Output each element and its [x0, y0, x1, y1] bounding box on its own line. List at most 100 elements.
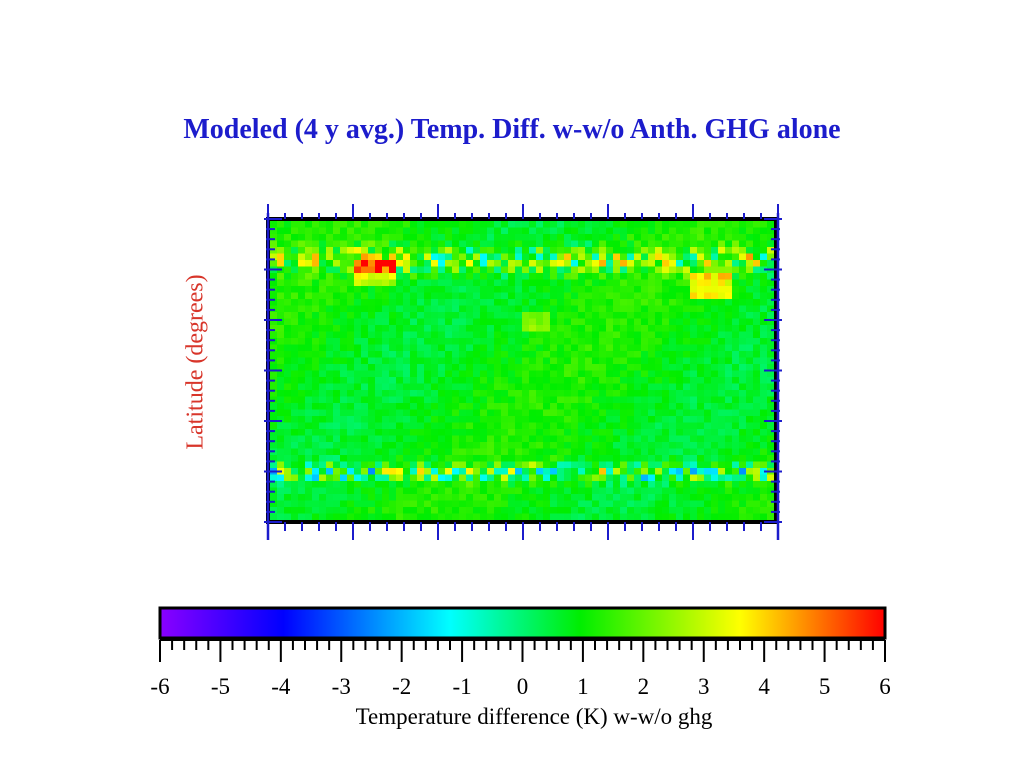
heatmap-cell: [599, 221, 607, 229]
heatmap-cell: [368, 370, 376, 378]
heatmap-cell: [284, 377, 292, 385]
heatmap-cell: [760, 240, 768, 248]
heatmap-cell: [550, 273, 558, 281]
heatmap-cell: [676, 286, 684, 294]
heatmap-cell: [494, 390, 502, 398]
heatmap-cell: [746, 435, 754, 443]
heatmap-cell: [718, 494, 726, 502]
heatmap-cell: [620, 435, 628, 443]
heatmap-cell: [690, 253, 698, 261]
heatmap-cell: [578, 507, 586, 515]
heatmap-cell: [410, 286, 418, 294]
heatmap-cell: [564, 357, 572, 365]
heatmap-cell: [312, 474, 320, 482]
heatmap-cell: [634, 221, 642, 229]
heatmap-cell: [648, 403, 656, 411]
heatmap-cell: [403, 507, 411, 515]
heatmap-cell: [739, 396, 747, 404]
heatmap-cell: [578, 416, 586, 424]
heatmap-cell: [536, 325, 544, 333]
heatmap-cell: [676, 461, 684, 469]
heatmap-cell: [718, 370, 726, 378]
heatmap-cell: [501, 513, 509, 521]
heatmap-cell: [487, 364, 495, 372]
heatmap-cell: [620, 422, 628, 430]
heatmap-cell: [277, 273, 285, 281]
heatmap-cell: [655, 234, 663, 242]
heatmap-cell: [333, 266, 341, 274]
heatmap-cell: [445, 305, 453, 313]
heatmap-cell: [284, 383, 292, 391]
heatmap-cell: [312, 494, 320, 502]
heatmap-cell: [536, 377, 544, 385]
heatmap-cell: [270, 370, 278, 378]
heatmap-cell: [354, 247, 362, 255]
heatmap-cell: [739, 331, 747, 339]
heatmap-cell: [480, 500, 488, 508]
heatmap-cell: [501, 422, 509, 430]
heatmap-cell: [767, 448, 775, 456]
heatmap-cell: [424, 396, 432, 404]
heatmap-cell: [445, 266, 453, 274]
heatmap-cell: [333, 221, 341, 229]
heatmap-cell: [340, 299, 348, 307]
heatmap-cell: [655, 227, 663, 235]
heatmap-cell: [319, 279, 327, 287]
heatmap-cell: [480, 344, 488, 352]
heatmap-cell: [508, 507, 516, 515]
heatmap-cell: [767, 234, 775, 242]
heatmap-cell: [473, 266, 481, 274]
heatmap-cell: [389, 383, 397, 391]
heatmap-cell: [718, 409, 726, 417]
heatmap-cell: [284, 461, 292, 469]
heatmap-cell: [305, 494, 313, 502]
heatmap-cell: [298, 344, 306, 352]
heatmap-cell: [620, 468, 628, 476]
heatmap-cell: [571, 227, 579, 235]
heatmap-cell: [354, 312, 362, 320]
heatmap-cell: [578, 305, 586, 313]
heatmap-cell: [683, 494, 691, 502]
heatmap-cell: [718, 474, 726, 482]
heatmap-cell: [403, 396, 411, 404]
heatmap-cell: [480, 286, 488, 294]
heatmap-cell: [662, 344, 670, 352]
heatmap-cell: [690, 286, 698, 294]
heatmap-cell: [718, 364, 726, 372]
heatmap-cell: [417, 221, 425, 229]
heatmap-cell: [606, 377, 614, 385]
heatmap-cell: [424, 331, 432, 339]
heatmap-cell: [718, 455, 726, 463]
heatmap-cell: [732, 442, 740, 450]
heatmap-cell: [613, 513, 621, 521]
heatmap-cell: [683, 364, 691, 372]
heatmap-cell: [578, 227, 586, 235]
heatmap-cell: [326, 377, 334, 385]
heatmap-cell: [340, 487, 348, 495]
heatmap-cell: [711, 286, 719, 294]
heatmap-cell: [704, 227, 712, 235]
heatmap-cell: [410, 227, 418, 235]
heatmap-cell: [312, 279, 320, 287]
heatmap-cell: [382, 266, 390, 274]
heatmap-cell: [571, 474, 579, 482]
heatmap-cell: [697, 461, 705, 469]
heatmap-cell: [683, 468, 691, 476]
heatmap-cell: [494, 227, 502, 235]
heatmap-cell: [389, 292, 397, 300]
heatmap-cell: [431, 279, 439, 287]
heatmap-cell: [291, 461, 299, 469]
heatmap-cell: [347, 494, 355, 502]
heatmap-cell: [515, 435, 523, 443]
heatmap-cell: [417, 442, 425, 450]
heatmap-cell: [522, 383, 530, 391]
heatmap-cell: [627, 370, 635, 378]
heatmap-cell: [368, 221, 376, 229]
heatmap-cell: [704, 435, 712, 443]
heatmap-cell: [676, 474, 684, 482]
heatmap-cell: [305, 299, 313, 307]
heatmap-cell: [578, 279, 586, 287]
heatmap-cell: [361, 273, 369, 281]
heatmap-cell: [480, 481, 488, 489]
heatmap-cell: [599, 247, 607, 255]
